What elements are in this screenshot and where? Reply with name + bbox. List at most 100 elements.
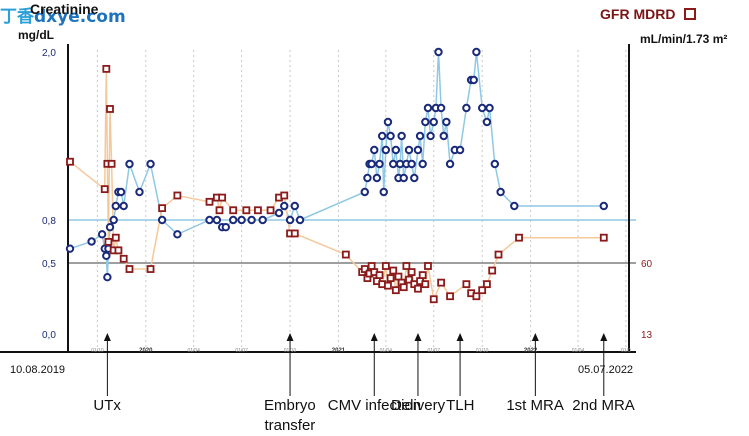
gfr-point bbox=[107, 159, 116, 168]
gfr-legend-square-icon bbox=[684, 8, 696, 20]
creatinine-point bbox=[436, 103, 446, 113]
creatinine-point bbox=[102, 251, 111, 261]
creatinine-point bbox=[399, 173, 408, 183]
creatinine-point bbox=[439, 131, 448, 141]
creatinine-point bbox=[237, 215, 246, 225]
creatinine-point bbox=[363, 173, 372, 183]
creatinine-point bbox=[367, 159, 376, 169]
creatinine-point bbox=[482, 117, 492, 127]
gfr-point bbox=[446, 292, 454, 301]
month-tick-label: 01/04 bbox=[380, 348, 393, 354]
gfr-point bbox=[266, 206, 275, 215]
event-label-1: Embryo transfer bbox=[264, 397, 316, 434]
creatinine-point bbox=[496, 187, 505, 197]
left-tick-label: 0,8 bbox=[42, 216, 56, 227]
creatinine-point bbox=[295, 215, 305, 225]
creatinine-point bbox=[379, 187, 388, 197]
x-end-date: 05.07.2022 bbox=[578, 364, 634, 376]
gfr-point bbox=[290, 229, 299, 238]
creatinine-point bbox=[290, 201, 299, 211]
creatinine-point bbox=[442, 117, 451, 127]
gfr-point bbox=[66, 157, 74, 166]
gfr-point bbox=[100, 185, 109, 194]
right-axis-unit: mL/min/1.73 m² bbox=[640, 32, 728, 46]
creatinine-point bbox=[429, 117, 438, 127]
gfr-point bbox=[229, 206, 238, 215]
gfr-point bbox=[478, 286, 487, 295]
gfr-point bbox=[414, 284, 422, 293]
creatinine-point bbox=[285, 215, 295, 225]
creatinine-point bbox=[477, 103, 487, 113]
event-arrow-head bbox=[370, 333, 378, 341]
creatinine-point bbox=[274, 208, 284, 218]
series-line-square bbox=[69, 68, 604, 302]
creatinine-point bbox=[434, 47, 443, 57]
month-tick-label: 01/10 bbox=[476, 348, 489, 354]
gfr-point bbox=[424, 262, 432, 270]
gfr-point bbox=[205, 197, 214, 206]
creatinine-point bbox=[111, 201, 120, 211]
gfr-point bbox=[483, 280, 491, 289]
event-arrow-head bbox=[414, 333, 422, 341]
creatinine-point bbox=[87, 237, 96, 246]
month-tick-label: 01/07 bbox=[235, 348, 248, 354]
gfr-point bbox=[462, 280, 471, 289]
creatinine-point bbox=[404, 145, 414, 155]
gfr-point bbox=[104, 237, 113, 246]
event-arrow-head bbox=[286, 333, 294, 341]
creatinine-point bbox=[157, 215, 167, 225]
gfr-point bbox=[472, 292, 481, 301]
left-axis-unit: mg/dL bbox=[18, 28, 54, 42]
creatinine-point bbox=[485, 103, 494, 113]
event-arrow-head bbox=[531, 333, 539, 341]
gfr-point bbox=[114, 246, 123, 255]
gfr-point bbox=[399, 283, 408, 292]
gfr-point bbox=[242, 206, 251, 215]
creatinine-point bbox=[410, 173, 419, 183]
gfr-point bbox=[381, 262, 390, 270]
creatinine-point bbox=[407, 159, 416, 169]
creatinine-point bbox=[510, 201, 519, 211]
event-arrow-head bbox=[456, 333, 464, 341]
gfr-point bbox=[599, 233, 608, 242]
event-label-2: CMV infection bbox=[327, 397, 422, 414]
creatinine-point bbox=[360, 187, 369, 197]
event-arrow-head bbox=[103, 333, 111, 341]
creatinine-point bbox=[247, 215, 256, 225]
gfr-point bbox=[280, 191, 289, 200]
month-tick-label: 01/04 bbox=[572, 348, 585, 354]
creatinine-point bbox=[599, 201, 608, 211]
event-label-4: TLH bbox=[446, 397, 475, 414]
gfr-point bbox=[437, 278, 446, 287]
creatinine-point bbox=[65, 244, 75, 253]
gfr-point bbox=[384, 281, 392, 290]
gfr-point bbox=[158, 204, 167, 213]
month-tick-label: 01/0 bbox=[621, 348, 631, 354]
creatinine-point bbox=[472, 47, 481, 57]
gfr-point bbox=[106, 105, 114, 113]
gfr-point bbox=[173, 191, 182, 200]
gfr-point bbox=[341, 250, 350, 259]
creatinine-point bbox=[119, 201, 128, 211]
x-start-date: 10.08.2019 bbox=[10, 364, 66, 376]
gfr-point bbox=[119, 254, 128, 263]
creatinine-point bbox=[383, 117, 393, 127]
gfr-point bbox=[494, 250, 503, 259]
gfr-point bbox=[418, 271, 427, 279]
gfr-point bbox=[215, 206, 224, 215]
gfr-point bbox=[125, 265, 134, 273]
year-tick-label: 2021 bbox=[332, 348, 346, 354]
gfr-point bbox=[102, 64, 111, 73]
creatinine-point bbox=[146, 159, 155, 169]
creatinine-point bbox=[445, 159, 455, 169]
gfr-point bbox=[375, 271, 384, 279]
creatinine-point bbox=[455, 145, 465, 155]
gfr-point bbox=[146, 265, 155, 273]
creatinine-point bbox=[116, 187, 126, 197]
gfr-point bbox=[421, 280, 430, 289]
gfr-point bbox=[367, 262, 376, 270]
event-label-3: Delivery bbox=[390, 397, 446, 414]
event-arrow-head bbox=[600, 333, 608, 341]
creatinine-point bbox=[370, 145, 379, 155]
